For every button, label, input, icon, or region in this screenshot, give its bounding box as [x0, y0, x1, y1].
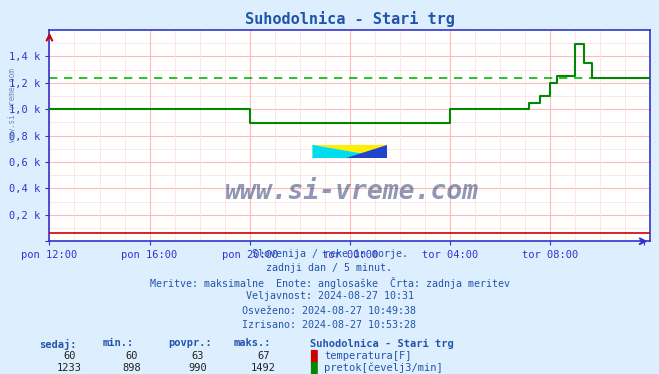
Text: temperatura[F]: temperatura[F] [324, 351, 412, 361]
Text: Izrisano: 2024-08-27 10:53:28: Izrisano: 2024-08-27 10:53:28 [243, 320, 416, 330]
Text: 60: 60 [126, 351, 138, 361]
Polygon shape [346, 145, 387, 158]
Text: 63: 63 [192, 351, 204, 361]
Text: 1233: 1233 [57, 363, 82, 373]
Text: Suhodolnica - Stari trg: Suhodolnica - Stari trg [310, 338, 453, 349]
Text: min.:: min.: [102, 338, 133, 349]
Text: pretok[čevelj3/min]: pretok[čevelj3/min] [324, 363, 443, 373]
Text: zadnji dan / 5 minut.: zadnji dan / 5 minut. [266, 263, 393, 273]
Polygon shape [312, 145, 387, 158]
Text: www.si-vreme.com: www.si-vreme.com [225, 180, 479, 205]
Text: █: █ [310, 350, 316, 363]
Text: Meritve: maksimalne  Enote: anglosaške  Črta: zadnja meritev: Meritve: maksimalne Enote: anglosaške Čr… [150, 277, 509, 289]
Text: 990: 990 [188, 363, 207, 373]
Text: 898: 898 [123, 363, 141, 373]
Text: povpr.:: povpr.: [168, 338, 212, 349]
Text: Veljavnost: 2024-08-27 10:31: Veljavnost: 2024-08-27 10:31 [246, 291, 413, 301]
Text: sedaj:: sedaj: [40, 338, 77, 349]
Text: 60: 60 [63, 351, 75, 361]
Polygon shape [312, 145, 387, 158]
Text: 1492: 1492 [251, 363, 276, 373]
Text: www.si-vreme.com: www.si-vreme.com [8, 68, 17, 142]
Text: Slovenija / reke in morje.: Slovenija / reke in morje. [252, 249, 407, 259]
Title: Suhodolnica - Stari trg: Suhodolnica - Stari trg [245, 11, 455, 27]
Text: 67: 67 [258, 351, 270, 361]
Text: maks.:: maks.: [234, 338, 272, 349]
Text: Osveženo: 2024-08-27 10:49:38: Osveženo: 2024-08-27 10:49:38 [243, 306, 416, 316]
Text: █: █ [310, 362, 316, 374]
